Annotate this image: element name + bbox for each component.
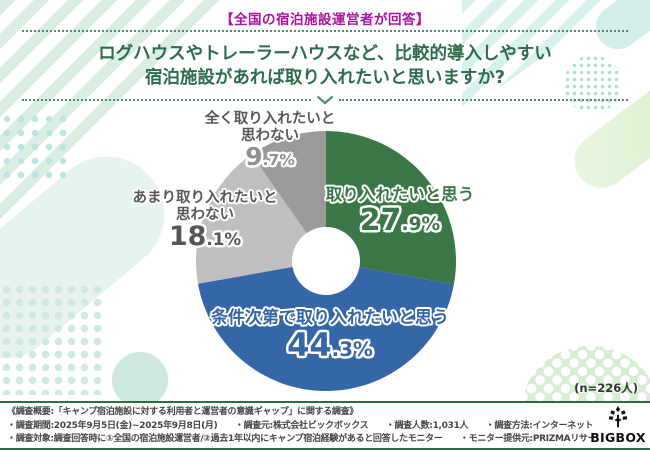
donut-segment-0 (326, 131, 456, 285)
question-title-line2: 宿泊施設があれば取り入れたいと思いますか? (144, 68, 506, 88)
bigbox-logo-text: BIGBOX (590, 430, 646, 445)
segment-label-text: 条件次第で取り入れたいと思う (211, 308, 449, 328)
dotted-rule-right (339, 99, 628, 101)
survey-overview-line2: ・調査期間:2025年9月5日(金)~2025年9月8日(月) ・調査元:株式会… (7, 420, 592, 431)
header-badge: 【全国の宿泊施設運営者が回答】 (220, 12, 430, 28)
donut-segment-1 (198, 261, 454, 391)
segment-label-somewhat-disagree: あまり取り入れたいと 思わない 18.1% (126, 190, 284, 252)
survey-overview-footer: 《調査概要:「キャンプ宿泊施設に対する利用者と運営者の意識ギャップ」に関する調査… (0, 401, 650, 450)
bigbox-logo: BIGBOX (590, 406, 646, 445)
dotted-rule-top (22, 30, 628, 32)
segment-percentage: 44.3% (287, 325, 373, 364)
tree-icon (608, 406, 628, 428)
donut-chart (196, 131, 456, 391)
dotted-rule-left (22, 99, 311, 101)
deco-circle-left-bottom (112, 352, 168, 408)
segment-label-agree: 取り入れたいと思う 27.9% (318, 185, 482, 238)
segment-label-text: あまり取り入れたいと 思わない (132, 190, 278, 223)
deco-dots-left-bottom (0, 283, 102, 395)
donut-segment-3 (251, 131, 326, 261)
survey-overview-line1: 《調査概要:「キャンプ宿泊施設に対する利用者と運営者の意識ギャップ」に関する調査… (7, 407, 359, 417)
question-title: ログハウスやトレーラーハウスなど、比較的導入しやすい 宿泊施設があれば取り入れた… (0, 42, 650, 90)
segment-percentage: 27.9% (359, 202, 441, 238)
segment-percentage: 9.7% (245, 142, 295, 172)
segment-label-strongly-disagree: 全く取り入れたいと 思わない 9.7% (190, 111, 350, 171)
deco-dotted-circle-right (564, 55, 622, 113)
donut-hole (292, 227, 360, 295)
question-title-line1: ログハウスやトレーラーハウスなど、比較的導入しやすい (98, 44, 552, 64)
deco-dots-left-top (0, 112, 70, 184)
survey-overview-line3: ・調査対象:調査回答時に①全国の宿泊施設運営者/②過去1年以内にキャンプ宿泊経験… (7, 434, 592, 444)
chevron-down-icon (316, 95, 334, 105)
dotted-rule-with-chevron (22, 95, 628, 105)
sample-size-note: (n=226人) (574, 381, 638, 395)
segment-label-text: 全く取り入れたいと 思わない (204, 111, 336, 144)
segment-label-conditional: 条件次第で取り入れたいと思う 44.3% (203, 308, 457, 364)
segment-percentage: 18.1% (168, 221, 242, 253)
segment-label-text: 取り入れたいと思う (325, 185, 475, 204)
